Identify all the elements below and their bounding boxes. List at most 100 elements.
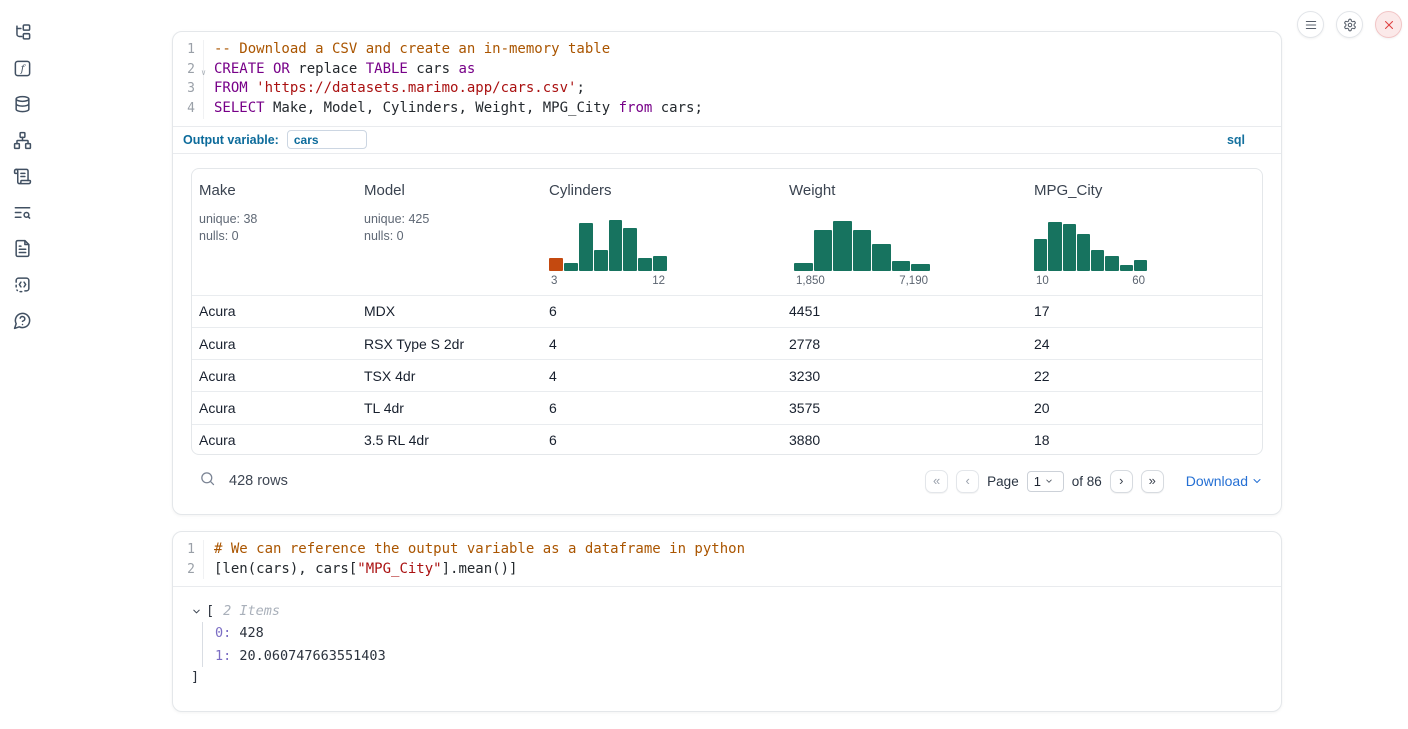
- data-sources-icon[interactable]: [13, 95, 32, 114]
- histogram-bar[interactable]: [1105, 255, 1119, 271]
- weight-histogram[interactable]: 1,850 7,190: [789, 219, 1027, 287]
- notebook-actions: [1297, 11, 1402, 38]
- settings-button[interactable]: [1336, 11, 1363, 38]
- code-content: # We can reference the output variable a…: [203, 540, 745, 560]
- snippets-search-icon[interactable]: [13, 203, 32, 222]
- table-cell: TL 4dr: [364, 399, 404, 416]
- column-header-cylinders[interactable]: Cylinders 3 12: [542, 169, 782, 295]
- code-content: -- Download a CSV and create an in-memor…: [203, 40, 610, 60]
- output-variable-row: Output variable: sql: [173, 125, 1281, 154]
- line-number: 1: [187, 42, 195, 57]
- table-row[interactable]: Acura TL 4dr 6 3575 20: [192, 391, 1262, 423]
- next-page-button[interactable]: ›: [1109, 469, 1133, 493]
- table-row[interactable]: Acura RSX Type S 2dr 4 2778 24: [192, 327, 1262, 359]
- table-row[interactable]: Acura MDX 6 4451 17: [192, 294, 1262, 327]
- tree-root-row[interactable]: [ 2 Items: [191, 603, 1281, 619]
- column-header-weight[interactable]: Weight 1,850 7,190: [782, 169, 1027, 295]
- code-line[interactable]: 1 # We can reference the output variable …: [173, 540, 1281, 560]
- table-cell: 6: [549, 432, 557, 449]
- table-header: Make unique: 38 nulls: 0 Model unique: 4…: [192, 169, 1262, 295]
- sql-code-editor[interactable]: 1 -- Download a CSV and create an in-memo…: [173, 32, 1281, 126]
- tree-entries: 0: 428 1: 20.060747663551403: [202, 622, 1281, 668]
- column-header-mpg-city[interactable]: MPG_City 10 60: [1027, 169, 1262, 295]
- code-line[interactable]: 3 FROM 'https://datasets.marimo.app/cars.…: [173, 79, 1281, 100]
- download-button[interactable]: Download: [1186, 473, 1263, 489]
- svg-text:f: f: [19, 63, 26, 75]
- histogram-bar[interactable]: [1034, 238, 1048, 271]
- table-row[interactable]: Acura 3.5 RL 4dr 6 3880 18: [192, 423, 1262, 454]
- variables-icon[interactable]: f: [13, 59, 32, 78]
- histogram-bar[interactable]: [1048, 221, 1062, 271]
- mpg-city-histogram[interactable]: 10 60: [1034, 219, 1262, 287]
- column-stats: unique: 425 nulls: 0: [364, 211, 430, 243]
- histogram-bar[interactable]: [1076, 233, 1090, 271]
- first-page-button[interactable]: «: [925, 469, 949, 493]
- histogram-bar[interactable]: [1091, 249, 1105, 271]
- menu-button[interactable]: [1297, 11, 1324, 38]
- column-header-make[interactable]: Make unique: 38 nulls: 0: [192, 169, 357, 295]
- python-code-editor[interactable]: 1 # We can reference the output variable …: [173, 532, 1281, 586]
- last-page-button[interactable]: »: [1140, 469, 1164, 493]
- page-label: Page: [987, 473, 1019, 489]
- gear-icon: [1343, 18, 1356, 31]
- previous-page-button[interactable]: ‹: [956, 469, 980, 493]
- histogram-bar[interactable]: [578, 222, 593, 271]
- scratchpad-code-icon[interactable]: [13, 275, 32, 294]
- documentation-icon[interactable]: [13, 239, 32, 258]
- tree-entry[interactable]: 1: 20.060747663551403: [215, 647, 386, 664]
- histogram-bar[interactable]: [638, 257, 653, 271]
- result-table: Make unique: 38 nulls: 0 Model unique: 4…: [191, 167, 1263, 455]
- code-line[interactable]: 1 -- Download a CSV and create an in-memo…: [173, 40, 1281, 60]
- table-cell: Acura: [199, 303, 236, 320]
- fold-chevron-icon[interactable]: ∨: [201, 67, 206, 77]
- histogram-bar[interactable]: [549, 257, 563, 271]
- page-number-select[interactable]: 1: [1026, 470, 1064, 492]
- line-number: 4: [187, 101, 195, 117]
- table-cell: 24: [1034, 335, 1050, 352]
- code-line[interactable]: 4 SELECT Make, Model, Cylinders, Weight, …: [173, 99, 1281, 119]
- histogram-bar[interactable]: [911, 263, 931, 271]
- tree-entry[interactable]: 0: 428: [215, 625, 264, 642]
- histogram-bar[interactable]: [1119, 264, 1133, 271]
- histogram-bar[interactable]: [1062, 223, 1076, 271]
- table-cell: 22: [1034, 367, 1050, 384]
- chevron-down-icon: [193, 609, 200, 614]
- pagination: « ‹ Page 1 of 86 › » Download: [925, 469, 1263, 493]
- file-explorer-icon[interactable]: [13, 23, 32, 42]
- search-icon[interactable]: [199, 470, 216, 492]
- code-line[interactable]: 2 [len(cars), cars["MPG_City"].mean()]: [173, 559, 1281, 580]
- histogram-bar[interactable]: [623, 227, 638, 271]
- column-header-model[interactable]: Model unique: 425 nulls: 0: [357, 169, 542, 295]
- line-number: 2 ∨: [173, 60, 206, 80]
- cylinders-histogram[interactable]: 3 12: [549, 219, 782, 287]
- logs-icon[interactable]: [13, 167, 32, 186]
- table-cell: 18: [1034, 432, 1050, 449]
- histogram-bar[interactable]: [852, 229, 872, 271]
- histogram-bar[interactable]: [872, 243, 891, 271]
- output-variable-input[interactable]: [286, 130, 367, 150]
- python-output: [ 2 Items 0: 428 1: 20.060747663551403 ]: [173, 586, 1281, 685]
- histogram-bar[interactable]: [563, 262, 578, 271]
- help-icon[interactable]: [13, 311, 32, 330]
- histogram-bar[interactable]: [891, 260, 911, 271]
- table-row[interactable]: Acura TSX 4dr 4 3230 22: [192, 359, 1262, 391]
- table-cell: 3.5 RL 4dr: [364, 432, 429, 449]
- dependency-graph-icon[interactable]: [13, 131, 32, 150]
- line-number: 2: [187, 561, 195, 577]
- histogram-bar[interactable]: [608, 219, 623, 271]
- histogram-bar[interactable]: [1133, 259, 1147, 271]
- histogram-bar[interactable]: [593, 249, 608, 271]
- histogram-bar[interactable]: [833, 220, 852, 271]
- line-number: 3: [187, 81, 195, 97]
- table-cell: 3575: [789, 399, 821, 416]
- close-icon: [1384, 20, 1393, 29]
- chevron-down-icon: [1046, 479, 1052, 484]
- page-total-label: of 86: [1071, 473, 1102, 489]
- row-count: 428 rows: [229, 473, 288, 490]
- shutdown-button[interactable]: [1375, 11, 1402, 38]
- histogram-bar[interactable]: [813, 229, 833, 271]
- tree-items-count: 2 Items: [223, 603, 281, 620]
- histogram-bar[interactable]: [794, 262, 813, 271]
- code-line[interactable]: 2 ∨ CREATE OR replace TABLE cars as: [173, 59, 1281, 80]
- histogram-bar[interactable]: [653, 255, 667, 271]
